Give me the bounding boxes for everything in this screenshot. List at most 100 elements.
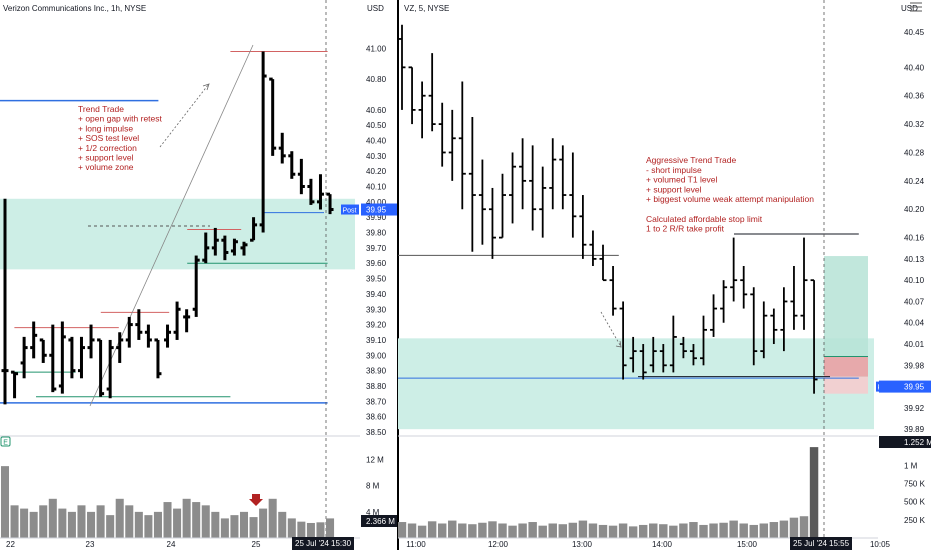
right-y-tick-label: 40.07 xyxy=(904,297,925,306)
left-y-tick-label: 40.60 xyxy=(366,106,387,115)
ohlc-bar xyxy=(679,336,687,359)
ohlc-bar xyxy=(307,178,315,205)
ohlc-bar xyxy=(221,235,229,261)
volume-bar xyxy=(10,505,19,538)
right-price-value-bg xyxy=(879,380,931,393)
dashed-arrow-line xyxy=(159,84,209,148)
right-chart-pane[interactable]: VZ, 5, NYSE USD 40.45 40.40 40.36 40.32 40.28 4… xyxy=(398,0,932,550)
left-crosshair-date: 25 Jul '24 xyxy=(295,539,330,548)
volume-bar xyxy=(20,508,29,538)
ohlc-bar xyxy=(740,265,748,309)
volume-bar xyxy=(220,518,229,538)
volume-bar xyxy=(192,502,201,538)
trend-line xyxy=(89,44,254,407)
ohlc-bar xyxy=(39,338,47,363)
left-volume-value: 2.366 M xyxy=(366,517,395,526)
ohlc-bar xyxy=(164,324,172,348)
ohlc-bar xyxy=(30,321,38,359)
left-y-tick-label: 39.70 xyxy=(366,244,387,253)
left-x-tick-label: 24 xyxy=(167,540,176,549)
left-chart-pane[interactable]: Verizon Communications Inc., 1h, NYSE USD… xyxy=(0,0,398,550)
right-y-tick-label: 40.32 xyxy=(904,120,925,129)
left-y-tick-label: 38.90 xyxy=(366,367,387,376)
left-y-tick-label: 39.50 xyxy=(366,275,387,284)
right-crosshair-date-bg xyxy=(790,537,852,550)
left-x-tick-label: 25 xyxy=(252,540,261,549)
right-y-tick-label: 40.45 xyxy=(904,28,925,37)
ohlc-bar xyxy=(192,255,200,317)
ohlc-bar xyxy=(720,280,728,323)
arrow-head xyxy=(202,83,210,91)
right-crosshair-time: 15:55 xyxy=(829,539,850,548)
left-annotation-line: + long impulse xyxy=(78,123,133,133)
ohlc-bar xyxy=(780,287,788,352)
volume-bar xyxy=(144,515,153,538)
right-y-tick-label: 39.98 xyxy=(904,361,925,370)
left-x-tick-label: 23 xyxy=(86,540,95,549)
volume-bar xyxy=(287,518,296,538)
volume-bar xyxy=(468,524,477,538)
volume-bar xyxy=(779,520,789,538)
ohlc-bar xyxy=(669,315,677,373)
left-y-tick-label: 39.10 xyxy=(366,336,387,345)
ohlc-bar xyxy=(599,244,607,282)
ohlc-bar xyxy=(478,159,486,245)
volume-bar xyxy=(759,523,769,538)
volume-bar xyxy=(618,523,628,538)
chart-left: Verizon Communications Inc., 1h, NYSE USD… xyxy=(0,0,398,550)
volume-bar xyxy=(29,511,38,538)
ohlc-bar xyxy=(458,81,466,210)
left-annotation-line: + open gap with retest xyxy=(78,114,163,124)
volume-bar xyxy=(153,511,162,538)
chart-right: VZ, 5, NYSE USD 40.45 40.40 40.36 40.32 40.28 4… xyxy=(398,0,932,550)
ohlc-bar xyxy=(418,81,426,139)
left-y-tick-label: 39.20 xyxy=(366,321,387,330)
volume-bar xyxy=(134,511,143,538)
left-y-tick-label: 38.50 xyxy=(366,428,387,437)
right-y-tick-label: 39.92 xyxy=(904,404,925,413)
ohlc-bar xyxy=(730,237,738,302)
left-volume-tick-label: 12 M xyxy=(366,456,384,465)
left-crosshair-time: 15:30 xyxy=(331,539,352,548)
right-x-tick-label: 10:05 xyxy=(870,540,891,549)
right-y-tick-label: 39.89 xyxy=(904,425,925,434)
left-y-tick-label: 39.00 xyxy=(366,351,387,360)
ohlc-bar xyxy=(297,158,305,195)
volume-bar xyxy=(598,524,608,538)
right-volume-tick-label: 250 K xyxy=(904,516,926,525)
right-volume-value: 1.252 M xyxy=(904,438,932,447)
right-annotation-line: + support level xyxy=(646,184,702,194)
ohlc-bar xyxy=(288,151,296,179)
ohlc-bar xyxy=(202,232,210,264)
ohlc-bar xyxy=(398,24,406,110)
ohlc-bar xyxy=(278,132,286,164)
volume-bar xyxy=(125,505,134,538)
right-y-tick-label: 40.24 xyxy=(904,177,925,186)
ohlc-bar xyxy=(509,152,517,224)
ohlc-bar xyxy=(810,279,818,394)
ohlc-bar xyxy=(689,344,697,366)
ohlc-bar xyxy=(211,227,219,256)
right-currency-label: USD xyxy=(901,4,918,13)
ohlc-bar xyxy=(316,174,324,210)
volume-bar xyxy=(249,517,258,538)
volume-bar xyxy=(173,508,182,538)
left-volume-value-bg xyxy=(361,515,397,527)
volume-bar xyxy=(48,498,57,538)
right-x-tick-label: 13:00 xyxy=(572,540,593,549)
pane-divider[interactable] xyxy=(397,0,399,550)
ohlc-bar xyxy=(438,102,446,167)
left-y-tick-label: 38.60 xyxy=(366,413,387,422)
volume-bar xyxy=(77,505,86,538)
volume-bar xyxy=(749,524,758,538)
ohlc-bar xyxy=(250,217,258,242)
volume-bar xyxy=(201,505,210,538)
volume-bar xyxy=(528,522,537,538)
right-x-tick-label: 15:00 xyxy=(737,540,758,549)
ohlc-bar xyxy=(326,192,334,215)
ohlc-bar xyxy=(154,338,162,379)
left-post-label-bg xyxy=(341,204,359,215)
left-y-tick-label: 40.80 xyxy=(366,75,387,84)
left-y-tick-label: 39.90 xyxy=(366,213,387,222)
ohlc-bar xyxy=(760,301,768,359)
